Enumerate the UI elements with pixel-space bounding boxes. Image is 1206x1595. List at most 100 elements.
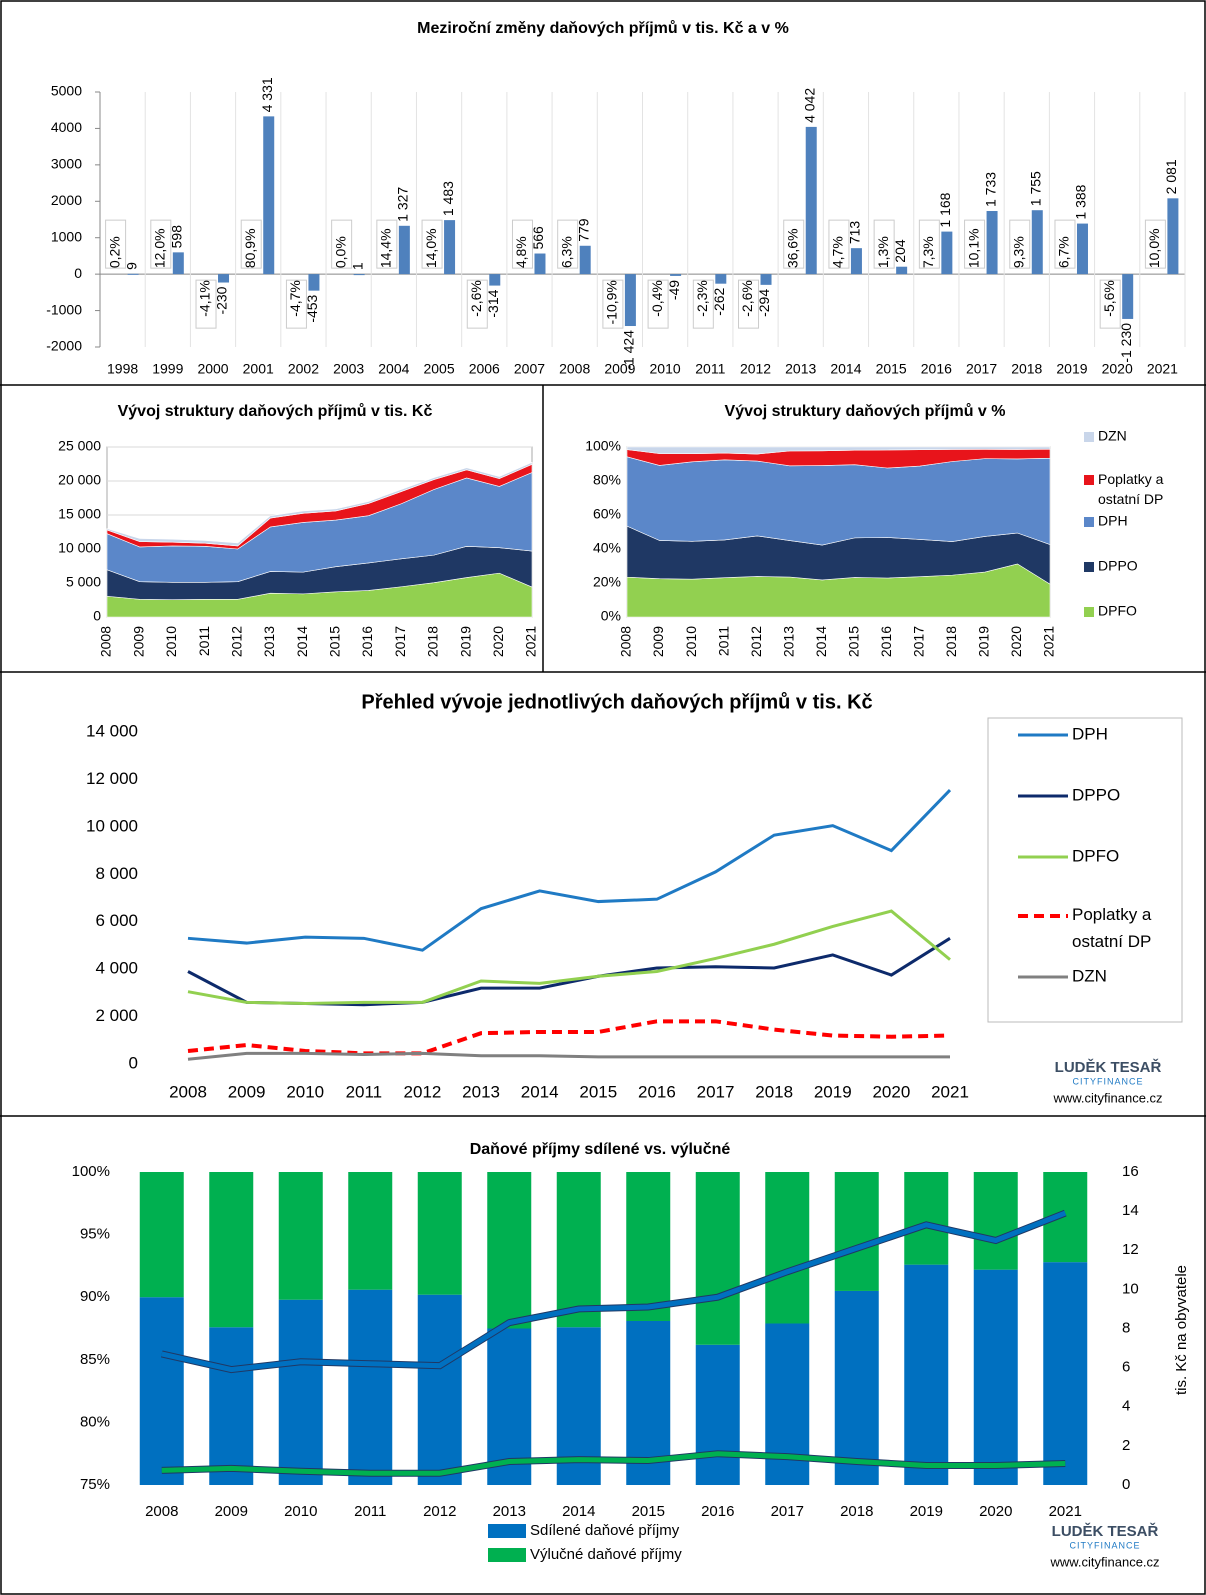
percent-label: 10,0% <box>1146 228 1162 268</box>
bar <box>695 1172 740 1345</box>
x-tick-label: 2013 <box>493 1503 526 1520</box>
y-tick-label: 2 000 <box>95 1006 138 1025</box>
percent-label: 14,4% <box>378 228 394 268</box>
value-label: 779 <box>575 218 591 242</box>
x-tick-label: 2011 <box>695 361 725 377</box>
percent-label-bg <box>964 219 986 269</box>
bar <box>308 274 320 291</box>
bar <box>489 274 501 286</box>
line-series <box>187 789 952 952</box>
x-tick-label: 2020 <box>979 1503 1012 1520</box>
bar <box>417 1294 462 1485</box>
percent-label: 36,6% <box>784 228 800 268</box>
y-tick-label: 80% <box>80 1413 110 1430</box>
y-tick-label: 75% <box>80 1476 110 1493</box>
legend-swatch <box>1084 475 1094 485</box>
y-tick-label: 100% <box>585 438 621 454</box>
legend-label: Sdílené daňové příjmy <box>530 1522 680 1539</box>
y-tick-label: 20% <box>593 574 621 590</box>
chart-title: Vývoj struktury daňových příjmů v % <box>725 403 1006 420</box>
y2-tick-label: 2 <box>1122 1437 1130 1454</box>
x-tick-label: 2011 <box>715 626 731 656</box>
percent-label-bg <box>1054 219 1076 269</box>
value-label: 1 483 <box>440 181 456 216</box>
percent-label-bg <box>828 219 850 269</box>
x-tick-label: 2013 <box>462 1082 500 1101</box>
x-tick-label: 2017 <box>392 626 408 657</box>
x-tick-label: 2014 <box>562 1503 595 1520</box>
x-tick-label: 2014 <box>294 626 310 657</box>
percent-label: 4,7% <box>830 236 846 268</box>
value-label: -1 424 <box>621 330 637 370</box>
x-tick-label: 2009 <box>215 1503 248 1520</box>
y-tick-label: 90% <box>80 1288 110 1305</box>
percent-label-bg <box>466 279 488 329</box>
x-tick-label: 2012 <box>228 626 244 657</box>
percent-label-bg <box>240 219 262 269</box>
x-tick-label: 2012 <box>404 1082 442 1101</box>
x-tick-label: 2015 <box>632 1503 665 1520</box>
value-label: 566 <box>530 226 546 250</box>
bar <box>834 1290 879 1485</box>
legend-swatch <box>1084 607 1094 617</box>
x-tick-label: 2021 <box>1049 1503 1082 1520</box>
y-tick-label: 100% <box>72 1163 110 1180</box>
legend-swatch <box>488 1548 526 1562</box>
value-label: -453 <box>304 294 320 322</box>
line-series <box>187 1051 950 1061</box>
x-tick-label: 2013 <box>780 626 796 657</box>
percent-label-bg <box>602 279 624 329</box>
percent-label: 12,0% <box>152 228 168 268</box>
x-tick-label: 2018 <box>425 626 441 657</box>
x-tick-label: 2000 <box>197 361 228 377</box>
x-tick-label: 2014 <box>521 1082 559 1101</box>
bar <box>973 1269 1018 1485</box>
value-label: 4 331 <box>259 77 275 112</box>
percent-label-bg <box>195 279 217 329</box>
x-tick-label: 1998 <box>107 361 138 377</box>
x-tick-label: 2020 <box>872 1082 910 1101</box>
x-tick-label: 2008 <box>559 361 590 377</box>
legend-swatch <box>1084 432 1094 442</box>
y-tick-label: 40% <box>593 540 621 556</box>
percent-label-bg <box>783 219 805 269</box>
x-tick-label: 2021 <box>1147 361 1178 377</box>
legend-swatch <box>1084 517 1094 527</box>
bar <box>353 274 365 276</box>
y-tick-label: 0 <box>74 265 82 281</box>
legend-swatch <box>488 1524 526 1538</box>
y-tick-label: 4 000 <box>95 959 138 978</box>
brand-name: LUDĚK TESAŘ <box>1052 1522 1159 1540</box>
line-series <box>187 909 951 1006</box>
bar <box>172 252 184 275</box>
y-tick-label: 3000 <box>51 156 82 172</box>
x-tick-label: 2011 <box>354 1503 386 1520</box>
x-tick-label: 2018 <box>1011 361 1042 377</box>
value-label: 1 327 <box>395 187 411 222</box>
value-label: 4 042 <box>801 88 817 123</box>
x-tick-label: 2013 <box>261 626 277 657</box>
y-tick-label: 0 <box>129 1053 138 1072</box>
y2-tick-label: 8 <box>1122 1319 1130 1336</box>
bar <box>834 1172 879 1291</box>
x-tick-label: 2016 <box>921 361 952 377</box>
percent-label: 80,9% <box>242 228 258 268</box>
x-tick-label: 2015 <box>327 626 343 657</box>
brand-url: www.cityfinance.cz <box>1049 1554 1159 1569</box>
y-tick-label: 85% <box>80 1351 110 1368</box>
area-series <box>626 446 1051 455</box>
value-label: 9 <box>123 262 139 270</box>
x-tick-label: 2017 <box>911 626 927 657</box>
x-tick-label: 2017 <box>966 361 997 377</box>
x-tick-label: 2009 <box>228 1082 266 1101</box>
value-label: -262 <box>711 287 727 315</box>
percent-label: -10,9% <box>604 280 620 324</box>
y-tick-label: -2000 <box>46 338 82 354</box>
y2-tick-label: 4 <box>1122 1398 1130 1415</box>
bar <box>973 1172 1018 1270</box>
bar <box>670 274 682 276</box>
x-tick-label: 2016 <box>638 1082 676 1101</box>
y-tick-label: 0% <box>601 608 621 624</box>
x-tick-label: 2020 <box>490 626 506 657</box>
value-label: 598 <box>169 225 185 249</box>
